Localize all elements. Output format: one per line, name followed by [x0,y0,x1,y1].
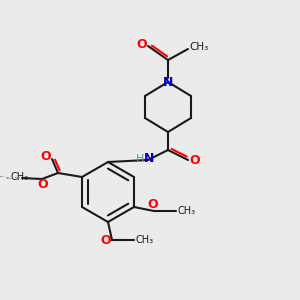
Text: N: N [163,76,173,88]
Text: O: O [190,154,200,166]
Text: H: H [136,154,144,164]
Text: O: O [101,233,111,247]
Text: CH₃: CH₃ [178,206,196,216]
Text: N: N [144,152,154,166]
Text: O: O [38,178,48,191]
Text: methyl: methyl [7,177,11,178]
Text: O: O [148,197,158,211]
Text: O: O [137,38,147,50]
Text: O: O [41,151,51,164]
Text: CH₃: CH₃ [11,172,29,182]
Text: methyl: methyl [0,176,5,177]
Text: CH₃: CH₃ [189,42,208,52]
Text: CH₃: CH₃ [136,235,154,245]
Text: methyl: methyl [6,177,11,178]
Text: methoxy: methoxy [15,176,21,178]
